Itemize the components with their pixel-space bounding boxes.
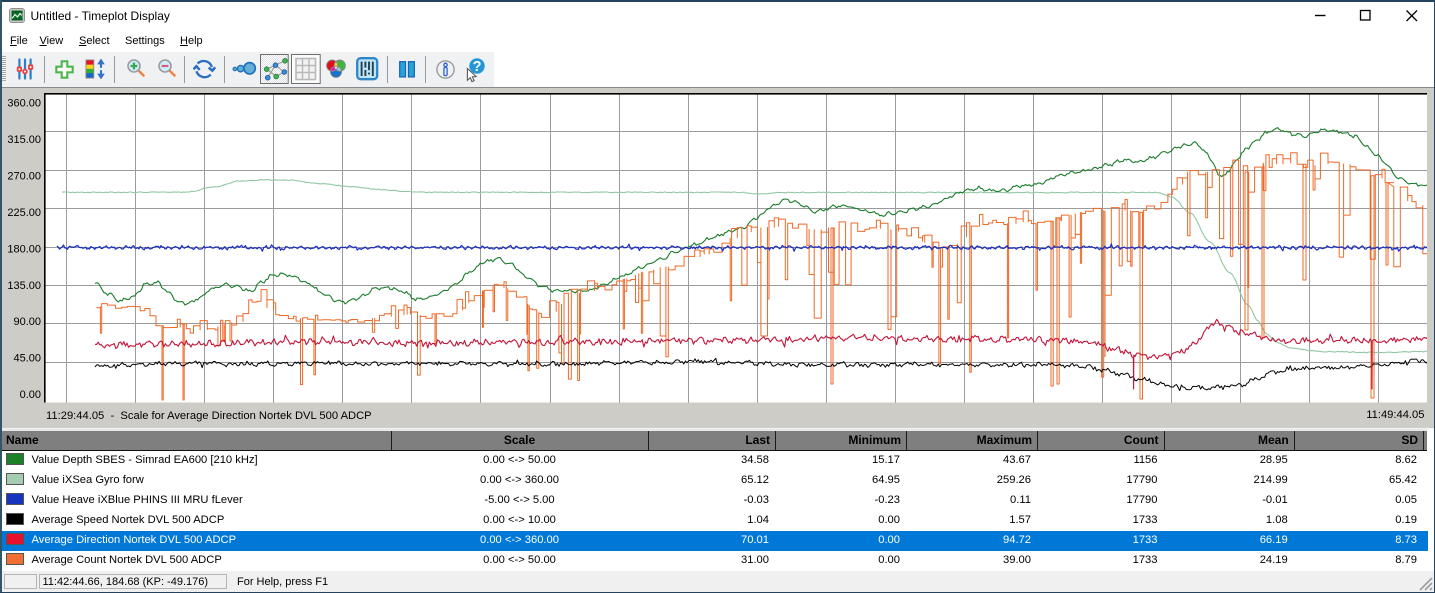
svg-text:45.00: 45.00 [13,353,41,365]
svg-text:270.00: 270.00 [7,170,41,182]
svg-text:315.00: 315.00 [7,134,41,146]
svg-text:135.00: 135.00 [7,280,41,292]
svg-text:?: ? [473,59,482,75]
svg-text:180.00: 180.00 [7,243,41,255]
svg-text:225.00: 225.00 [7,207,41,219]
svg-text:360.00: 360.00 [7,98,41,110]
svg-text:90.00: 90.00 [13,316,41,328]
svg-text:0.00: 0.00 [20,389,41,401]
